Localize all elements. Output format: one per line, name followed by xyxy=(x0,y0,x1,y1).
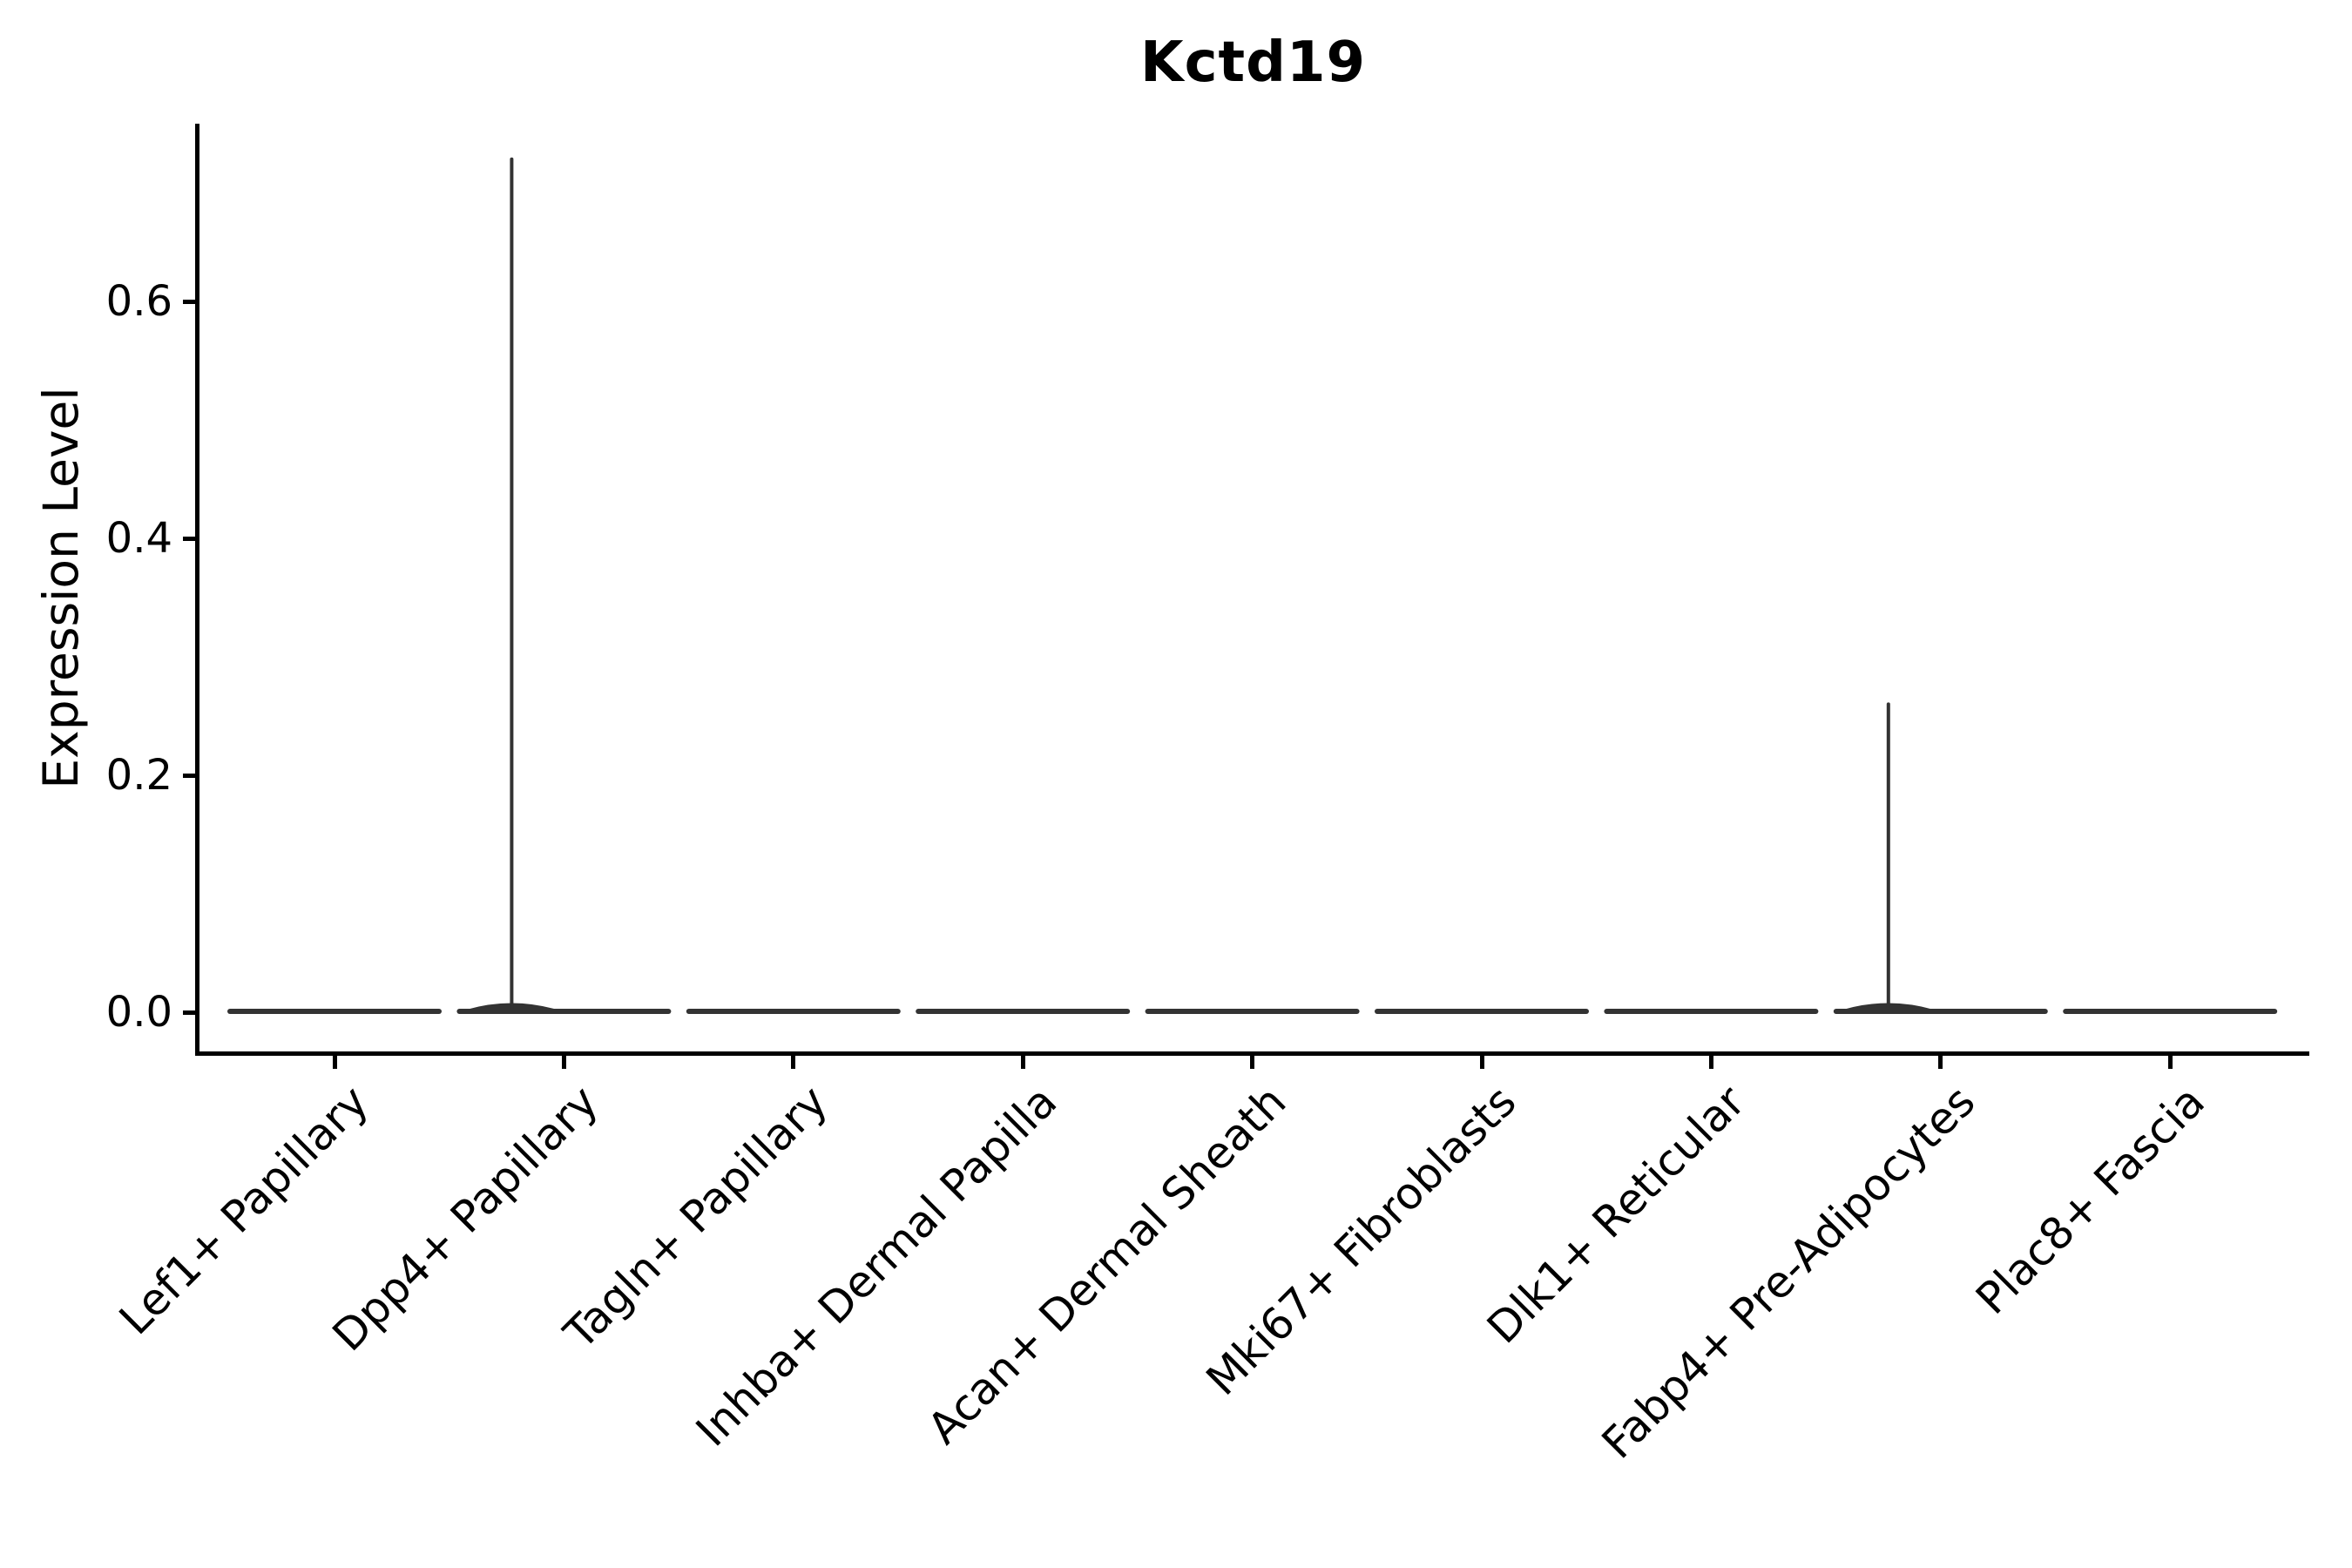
y-tick-0.4 xyxy=(183,536,197,541)
y-tick-label: 0.6 xyxy=(105,277,172,326)
y-tick-0.2 xyxy=(183,773,197,778)
violin-fabp4-pre-adipocytes xyxy=(1833,702,2048,1014)
x-axis-spine xyxy=(195,1051,2309,1056)
x-tick-tagln-papillary xyxy=(791,1056,796,1069)
x-tick-mki67-fibroblasts xyxy=(1479,1056,1484,1069)
x-tick-fabp4-pre-adipocytes xyxy=(1938,1056,1943,1069)
violin-dpp4-papillary xyxy=(456,157,672,1014)
y-tick-label: 0.2 xyxy=(105,751,172,800)
x-tick-dlk1-reticular xyxy=(1708,1056,1713,1069)
y-tick-0.0 xyxy=(183,1010,197,1015)
x-tick-dpp4-papillary xyxy=(561,1056,566,1069)
x-tick-plac8-fascia xyxy=(2167,1056,2173,1069)
x-tick-lef1-papillary xyxy=(332,1056,337,1069)
y-tick-label: 0.0 xyxy=(105,988,172,1037)
y-tick-label: 0.4 xyxy=(105,514,172,563)
y-tick-0.6 xyxy=(183,299,197,304)
x-tick-acan-dermal-sheath xyxy=(1250,1056,1255,1069)
chart-title: Kctd19 xyxy=(1140,30,1366,95)
y-axis-spine xyxy=(195,124,199,1056)
x-tick-inhba-dermal-papilla xyxy=(1020,1056,1025,1069)
